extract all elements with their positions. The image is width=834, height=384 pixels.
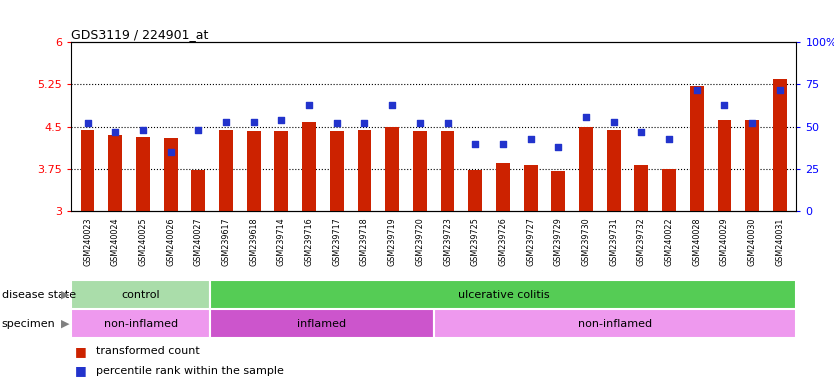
- Point: [551, 144, 565, 150]
- Bar: [219, 129, 233, 211]
- Point: [136, 127, 149, 133]
- Text: ■: ■: [75, 345, 87, 358]
- Point: [247, 119, 260, 125]
- Point: [496, 141, 510, 147]
- Text: transformed count: transformed count: [96, 346, 199, 356]
- Point: [385, 102, 399, 108]
- Point: [524, 136, 537, 142]
- Bar: [302, 122, 316, 211]
- Bar: [247, 131, 260, 211]
- Point: [773, 86, 786, 93]
- Bar: [81, 129, 94, 211]
- Bar: [191, 170, 205, 211]
- Bar: [210, 280, 796, 309]
- Text: ■: ■: [75, 364, 87, 377]
- Point: [303, 102, 316, 108]
- Point: [219, 119, 233, 125]
- Bar: [108, 135, 122, 211]
- Point: [607, 119, 620, 125]
- Text: ▶: ▶: [61, 318, 69, 329]
- Bar: [662, 169, 676, 211]
- Bar: [635, 165, 648, 211]
- Bar: [746, 120, 759, 211]
- Bar: [607, 130, 620, 211]
- Bar: [690, 86, 704, 211]
- Text: specimen: specimen: [2, 318, 55, 329]
- Text: GDS3119 / 224901_at: GDS3119 / 224901_at: [71, 28, 208, 41]
- Bar: [413, 131, 427, 211]
- Text: percentile rank within the sample: percentile rank within the sample: [96, 366, 284, 376]
- Bar: [496, 163, 510, 211]
- Point: [690, 86, 703, 93]
- Bar: [329, 131, 344, 211]
- Point: [164, 149, 178, 155]
- Point: [330, 120, 344, 126]
- Point: [441, 120, 455, 126]
- Bar: [358, 129, 371, 211]
- Bar: [385, 127, 399, 211]
- Bar: [440, 131, 455, 211]
- Bar: [551, 170, 565, 211]
- Bar: [71, 309, 210, 338]
- Point: [662, 136, 676, 142]
- Bar: [579, 127, 593, 211]
- Point: [746, 120, 759, 126]
- Text: ulcerative colitis: ulcerative colitis: [458, 290, 550, 300]
- Bar: [524, 165, 538, 211]
- Text: ▶: ▶: [61, 290, 69, 300]
- Text: inflamed: inflamed: [298, 318, 347, 329]
- Point: [635, 129, 648, 135]
- Bar: [773, 79, 786, 211]
- Text: non-inflamed: non-inflamed: [103, 318, 178, 329]
- Bar: [274, 131, 289, 211]
- Bar: [434, 309, 796, 338]
- Point: [718, 102, 731, 108]
- Point: [192, 127, 205, 133]
- Point: [580, 114, 593, 120]
- Point: [81, 120, 94, 126]
- Point: [413, 120, 426, 126]
- Bar: [163, 138, 178, 211]
- Point: [108, 129, 122, 135]
- Text: control: control: [121, 290, 160, 300]
- Point: [358, 120, 371, 126]
- Bar: [717, 120, 731, 211]
- Point: [274, 117, 288, 123]
- Text: disease state: disease state: [2, 290, 76, 300]
- Bar: [469, 170, 482, 211]
- Bar: [136, 137, 150, 211]
- Bar: [71, 280, 210, 309]
- Text: non-inflamed: non-inflamed: [578, 318, 652, 329]
- Point: [469, 141, 482, 147]
- Bar: [210, 309, 434, 338]
